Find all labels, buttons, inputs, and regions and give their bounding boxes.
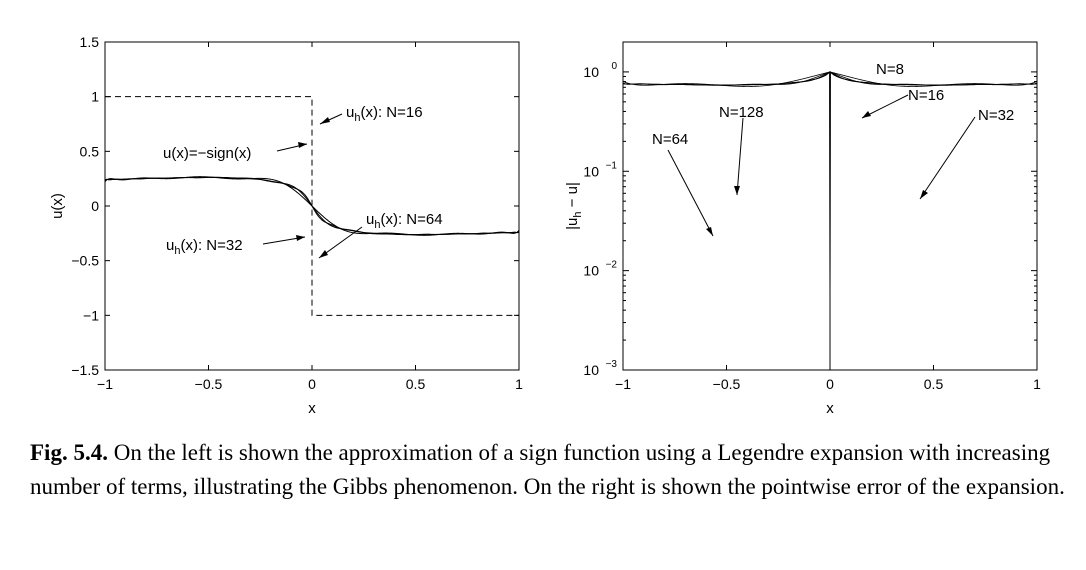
right-ytick-label: 10 — [583, 64, 599, 80]
svg-text:N=16: N=16 — [908, 87, 944, 104]
annotation-n64-left: uh(x): N=64 — [318, 211, 443, 259]
caption-text: On the left is shown the approximation o… — [30, 440, 1065, 499]
right-xtick-label: −0.5 — [713, 376, 741, 392]
svg-text:uh(x): N=32: uh(x): N=32 — [166, 237, 243, 257]
figure-caption: Fig. 5.4. On the left is shown the appro… — [30, 436, 1066, 504]
figure-svg: −1 −0.5 0 0.5 1−1.5−1−0.500.511.5 x u(x) uh(… — [49, 34, 1041, 417]
left-ytick-label: 0.5 — [80, 143, 100, 159]
right-curves — [623, 71, 1037, 370]
left-ticks: −1 −0.5 0 0.5 1−1.5−1−0.500.511.5 — [71, 34, 523, 392]
right-ytick-exponent: −1 — [606, 160, 618, 171]
left-xlabel: x — [308, 400, 316, 417]
ann-rest: (x): N=16 — [360, 104, 422, 121]
left-series-sign — [105, 96, 519, 316]
svg-text:N=8: N=8 — [876, 61, 904, 78]
svg-text:N=128: N=128 — [719, 104, 764, 121]
annotation-n8-right: N=8 — [876, 61, 904, 78]
svg-text:N=64: N=64 — [652, 131, 688, 148]
svg-text:uh(x): N=64: uh(x): N=64 — [366, 211, 443, 231]
left-ylabel: u(x) — [49, 193, 66, 219]
ann-sign-text: u(x)=−sign(x) — [163, 145, 251, 162]
left-xtick-label: 1 — [515, 376, 523, 392]
left-ytick-label: 1 — [91, 89, 99, 105]
right-xtick-label: −1 — [615, 376, 631, 392]
right-ytick-label: 10 — [583, 362, 599, 378]
svg-text:N=32: N=32 — [978, 107, 1014, 124]
right-xlabel: x — [826, 400, 834, 417]
left-ytick-label: 0 — [91, 198, 99, 214]
left-ytick-label: −1.5 — [71, 362, 99, 378]
ann-sub: h — [354, 112, 360, 124]
svg-text:uh(x): N=16: uh(x): N=16 — [346, 104, 423, 124]
ann-main: u — [346, 104, 354, 121]
left-xtick-label: −1 — [97, 376, 113, 392]
annotation-n128-right: N=128 — [719, 104, 764, 196]
annotation-n16-right: N=16 — [861, 87, 944, 119]
left-panel: −1 −0.5 0 0.5 1−1.5−1−0.500.511.5 x u(x) uh(… — [49, 34, 523, 417]
figure: −1 −0.5 0 0.5 1 −1.5 −1 −0.5 0 0.5 1 1.5 x u(x) uh(… — [49, 34, 1041, 417]
right-xtick-label: 0.5 — [924, 376, 944, 392]
left-xtick-label: 0.5 — [406, 376, 426, 392]
left-ytick-label: −1 — [83, 307, 99, 323]
left-series-64 — [105, 176, 519, 236]
caption-label: Fig. 5.4. — [30, 440, 108, 465]
annotation-n32-right: N=32 — [919, 107, 1014, 200]
annotation-n32-left: uh(x): N=32 — [166, 235, 306, 257]
right-ytick-exponent: −2 — [606, 260, 618, 271]
left-xtick-label: −0.5 — [195, 376, 223, 392]
right-series-N8 — [623, 71, 1037, 370]
annotation-sign: u(x)=−sign(x) — [163, 142, 308, 162]
left-ytick-label: 1.5 — [80, 34, 100, 50]
right-ytick-label: 10 — [583, 263, 599, 279]
right-xtick-label: 0 — [826, 376, 834, 392]
left-ytick-label: −0.5 — [71, 253, 99, 269]
right-xtick-label: 1 — [1033, 376, 1041, 392]
left-xtick-label: 0 — [308, 376, 316, 392]
right-panel: −1 −0.5 0 0.5 1 10 −3 10 −2 10 −1 10 0 x |uh − u| N=… — [564, 41, 1041, 417]
right-ticks: −1 −0.5 0 0.5 1 10 −3 10 −2 10 −1 10 0 — [583, 41, 1041, 392]
left-curves — [105, 96, 519, 316]
right-ytick-label: 10 — [583, 163, 599, 179]
right-ytick-exponent: −3 — [606, 359, 618, 370]
annotation-n64-right: N=64 — [652, 131, 714, 237]
annotation-n16-left: uh(x): N=16 — [319, 104, 423, 125]
right-series-N128 — [623, 71, 1037, 370]
right-ytick-exponent: 0 — [611, 61, 617, 72]
right-ylabel: |uh − u| — [564, 182, 584, 230]
